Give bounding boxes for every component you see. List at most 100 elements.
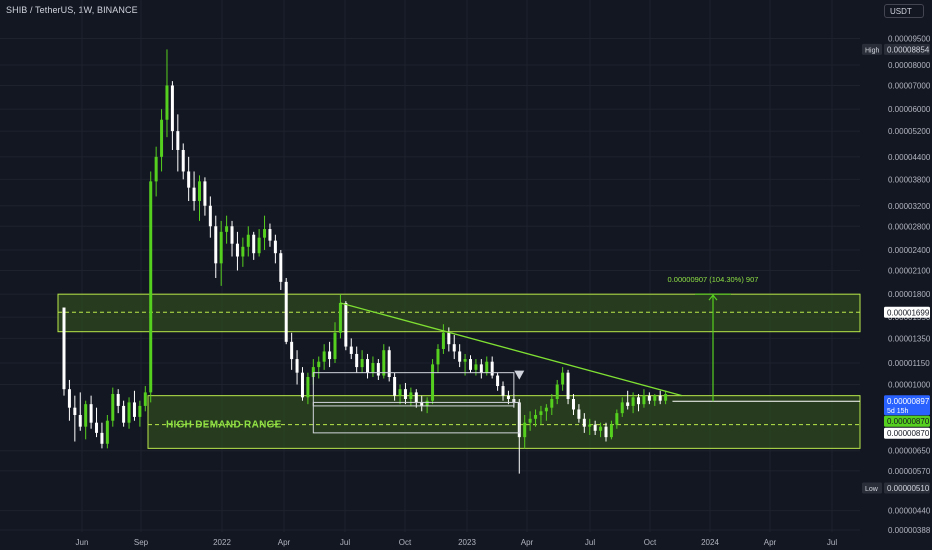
zone-level-badge: 0.00001699 bbox=[884, 306, 930, 318]
y-tick-label: 0.00000388 bbox=[888, 526, 931, 535]
candle-body bbox=[67, 389, 71, 408]
candle bbox=[181, 143, 185, 180]
candle bbox=[67, 379, 71, 421]
y-tick-label: 0.00003200 bbox=[888, 202, 931, 211]
candle bbox=[328, 341, 332, 368]
candle-body bbox=[620, 402, 624, 414]
candle-body bbox=[208, 205, 212, 227]
candle bbox=[355, 346, 359, 373]
candle bbox=[528, 411, 532, 431]
candle-body bbox=[436, 348, 440, 365]
candle-body bbox=[371, 363, 375, 373]
candle bbox=[599, 422, 603, 438]
candles-layer bbox=[62, 49, 668, 474]
candle-body bbox=[501, 386, 505, 396]
candle-body bbox=[658, 395, 662, 401]
candle-body bbox=[176, 131, 180, 150]
candle bbox=[257, 229, 261, 257]
candle bbox=[376, 359, 380, 380]
candle bbox=[593, 420, 597, 435]
candle-body bbox=[393, 377, 397, 396]
candle bbox=[441, 324, 445, 354]
candle-body bbox=[425, 400, 429, 406]
candle bbox=[344, 301, 348, 351]
candle-body bbox=[539, 411, 543, 416]
candle-body bbox=[642, 395, 646, 405]
low-marker-tag bbox=[862, 482, 882, 494]
candle-body bbox=[78, 415, 82, 427]
candle-body bbox=[203, 181, 207, 206]
candle-body bbox=[338, 302, 342, 333]
candle-body bbox=[127, 402, 131, 423]
candle-body bbox=[474, 364, 478, 370]
x-tick-label: Oct bbox=[399, 538, 412, 547]
candle bbox=[187, 156, 191, 202]
candle bbox=[317, 356, 321, 379]
candle-body bbox=[132, 402, 136, 417]
currency-selector-button[interactable]: USDT bbox=[884, 4, 924, 18]
candle-body bbox=[252, 234, 256, 254]
candle-body bbox=[214, 226, 218, 264]
candle bbox=[290, 332, 294, 370]
candle bbox=[604, 422, 608, 442]
candle bbox=[252, 231, 256, 260]
candle-body bbox=[149, 181, 153, 393]
candle bbox=[78, 392, 82, 431]
candle bbox=[62, 307, 66, 396]
x-tick-label: 2023 bbox=[458, 538, 476, 547]
candle bbox=[105, 415, 109, 449]
candle bbox=[100, 422, 104, 449]
candle-body bbox=[550, 398, 554, 408]
candle-body bbox=[599, 426, 603, 431]
candle-body bbox=[170, 85, 174, 132]
y-tick-label: 0.00002800 bbox=[888, 222, 931, 231]
candle bbox=[414, 389, 418, 408]
high-marker: High 0.00008854 bbox=[862, 43, 930, 55]
candle-body bbox=[366, 359, 370, 373]
candle bbox=[295, 350, 299, 385]
candle-body bbox=[317, 361, 321, 368]
candle bbox=[544, 404, 548, 421]
descending-trendline bbox=[340, 302, 683, 397]
candle-body bbox=[463, 359, 467, 362]
demand-level-badge-bg bbox=[884, 415, 930, 427]
candle-body bbox=[273, 240, 277, 254]
candle-body bbox=[506, 395, 510, 399]
candle-body bbox=[664, 394, 668, 401]
candle-body bbox=[328, 351, 332, 360]
candle-body bbox=[198, 181, 201, 202]
candle-body bbox=[626, 402, 630, 406]
candle bbox=[626, 390, 630, 410]
candle bbox=[225, 215, 229, 244]
y-tick-label: 0.00007000 bbox=[888, 81, 931, 90]
candle-body bbox=[577, 409, 581, 419]
candle-body bbox=[403, 389, 407, 399]
candle-body bbox=[105, 420, 109, 444]
candle-body bbox=[398, 389, 402, 396]
candle bbox=[501, 381, 505, 401]
candle bbox=[490, 356, 494, 379]
candle-body bbox=[160, 119, 164, 157]
zone-label: HIGH DEMAND RANGE bbox=[166, 420, 282, 431]
candle-body bbox=[122, 405, 126, 423]
candle-body bbox=[311, 367, 315, 378]
candle bbox=[111, 387, 115, 427]
candle-body bbox=[615, 413, 619, 425]
x-tick-label: Jul bbox=[585, 538, 595, 547]
candle-body bbox=[604, 426, 608, 438]
candle-body bbox=[588, 424, 592, 427]
candle bbox=[160, 109, 164, 172]
candle bbox=[571, 394, 575, 416]
candle-body bbox=[62, 307, 66, 390]
candle-body bbox=[555, 384, 559, 399]
time-axis: Jun Sep 2022 Apr Jul Oct 2023 Apr Jul Oct 2024 Apr J… bbox=[76, 538, 838, 547]
candle-body bbox=[225, 226, 229, 232]
x-tick-label: Sep bbox=[134, 538, 149, 547]
candle-body bbox=[268, 229, 272, 241]
candle-body bbox=[73, 407, 77, 416]
candle bbox=[371, 356, 375, 378]
candle-body bbox=[561, 372, 565, 385]
x-tick-label: Apr bbox=[278, 538, 291, 547]
candle bbox=[219, 220, 223, 286]
